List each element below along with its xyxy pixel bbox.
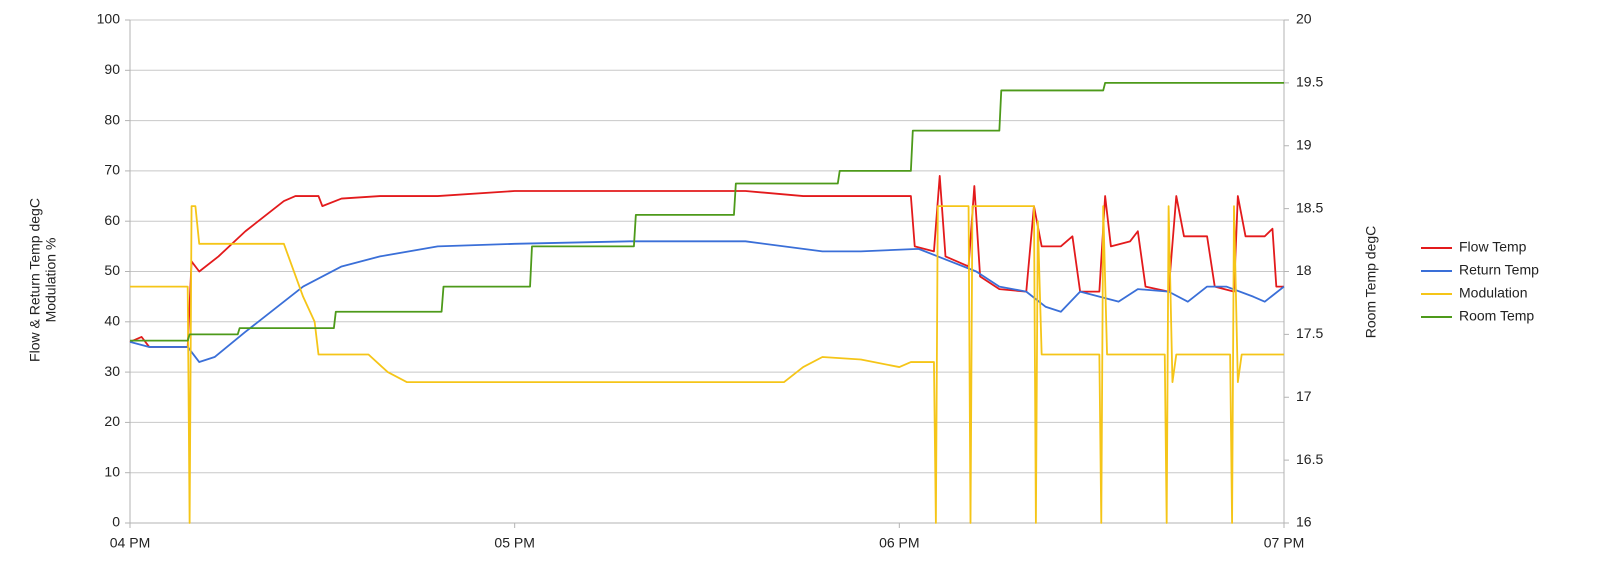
y2-tick-label: 18.5 bbox=[1296, 199, 1323, 215]
legend-label: Flow Temp bbox=[1459, 239, 1527, 255]
y-tick-label: 60 bbox=[104, 212, 120, 228]
x-tick-label: 06 PM bbox=[879, 535, 919, 551]
x-tick-label: 07 PM bbox=[1264, 535, 1304, 551]
legend-label: Return Temp bbox=[1459, 262, 1539, 278]
y-tick-label: 80 bbox=[104, 111, 120, 127]
y-tick-label: 100 bbox=[97, 11, 121, 27]
y2-axis-title: Room Temp degC bbox=[1363, 226, 1379, 339]
y2-tick-label: 19.5 bbox=[1296, 74, 1323, 90]
y-axis-title: Modulation % bbox=[43, 238, 59, 323]
legend-label: Modulation bbox=[1459, 285, 1528, 301]
y-tick-label: 70 bbox=[104, 162, 120, 178]
y2-tick-label: 17.5 bbox=[1296, 325, 1323, 341]
y-tick-label: 20 bbox=[104, 413, 120, 429]
y2-tick-label: 18 bbox=[1296, 262, 1312, 278]
y-tick-label: 10 bbox=[104, 463, 120, 479]
y2-tick-label: 19 bbox=[1296, 136, 1312, 152]
x-tick-label: 05 PM bbox=[494, 535, 534, 551]
y2-tick-label: 16.5 bbox=[1296, 451, 1323, 467]
x-tick-label: 04 PM bbox=[110, 535, 150, 551]
series-line bbox=[129, 175, 1284, 348]
y-tick-label: 40 bbox=[104, 313, 120, 329]
legend-label: Room Temp bbox=[1459, 308, 1534, 324]
series-line bbox=[130, 81, 1284, 342]
y-axis-title: Flow & Return Temp degC bbox=[27, 198, 43, 362]
y2-tick-label: 20 bbox=[1296, 11, 1312, 27]
y-tick-label: 30 bbox=[104, 363, 120, 379]
y-tick-label: 0 bbox=[112, 514, 120, 530]
y-tick-label: 50 bbox=[104, 262, 120, 278]
series-line bbox=[129, 240, 1285, 363]
y2-tick-label: 16 bbox=[1296, 514, 1312, 530]
series-line bbox=[130, 205, 1284, 524]
y-tick-label: 90 bbox=[104, 61, 120, 77]
y2-tick-label: 17 bbox=[1296, 388, 1312, 404]
